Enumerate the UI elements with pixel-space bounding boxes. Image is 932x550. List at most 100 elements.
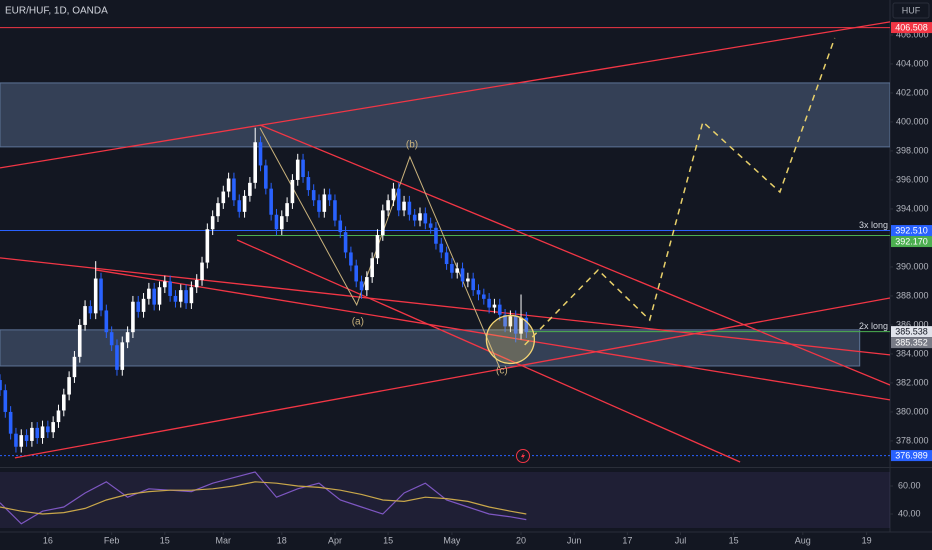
candle-body xyxy=(519,317,523,334)
candle-body xyxy=(258,142,263,166)
alert-bolt[interactable] xyxy=(521,452,525,460)
x-tick-label: 19 xyxy=(862,535,872,545)
candle-body xyxy=(253,142,257,183)
x-tick-label: Apr xyxy=(328,535,342,545)
candle-body xyxy=(248,182,252,196)
candle-body xyxy=(396,188,401,211)
candle-body xyxy=(99,278,103,311)
candle-body xyxy=(391,188,396,201)
main-pane: 3x long 2x long (a) (b) (c) xyxy=(0,21,890,463)
candle-body xyxy=(264,165,268,189)
candle-body xyxy=(104,310,109,333)
candle-body xyxy=(482,294,486,299)
candle-body xyxy=(93,278,98,314)
candle-body xyxy=(189,287,194,304)
candle-body xyxy=(402,201,406,211)
price-label-box xyxy=(891,236,932,248)
price-label: 385.352 xyxy=(895,338,928,348)
alert-icon[interactable] xyxy=(516,449,530,463)
candle-body xyxy=(434,227,438,244)
candle-body xyxy=(125,332,130,343)
candle-body xyxy=(306,177,311,191)
candle-body xyxy=(51,422,55,433)
rsi-pane xyxy=(0,471,890,529)
candle-body xyxy=(184,290,188,304)
x-tick-label: Feb xyxy=(104,535,120,545)
axes: 60.0040.00378.000380.000382.000384.00038… xyxy=(43,22,932,545)
rsi-band xyxy=(0,471,890,529)
candle-body xyxy=(88,306,93,314)
candle-body xyxy=(237,200,242,212)
candle-body xyxy=(285,203,289,217)
candle-body xyxy=(173,295,178,302)
candle-body xyxy=(178,290,183,302)
level-note: 3x long xyxy=(859,220,888,230)
candle-body xyxy=(232,178,236,201)
candle-body xyxy=(471,278,475,291)
price-label-box xyxy=(891,326,932,338)
y-tick-label: 402.000 xyxy=(896,87,929,97)
candle-body xyxy=(30,427,34,441)
candle-body xyxy=(136,301,141,312)
candle-body xyxy=(210,216,215,230)
candle-body xyxy=(109,332,114,346)
candle-body xyxy=(279,216,284,230)
candle-body xyxy=(524,317,529,333)
y-tick-label: 378.000 xyxy=(896,435,929,445)
candle-body xyxy=(327,194,332,201)
candle-body xyxy=(200,262,204,280)
y-tick-label: 384.000 xyxy=(896,348,929,358)
wave-label: (b) xyxy=(406,140,418,151)
x-tick-label: Aug xyxy=(795,535,811,545)
y-tick-label: 394.000 xyxy=(896,203,929,213)
x-tick-label: 16 xyxy=(43,535,53,545)
candle-body xyxy=(412,214,417,221)
candle-body xyxy=(67,377,71,395)
candle-body xyxy=(56,410,61,423)
x-tick-label: 17 xyxy=(622,535,632,545)
chart-title: EUR/HUF, 1D, OANDA xyxy=(5,6,108,17)
candle-body xyxy=(487,298,491,308)
rsi-ma-line xyxy=(0,481,527,515)
candle-body xyxy=(359,281,364,291)
candle-body xyxy=(131,301,135,333)
candle-body xyxy=(35,427,40,439)
price-label-box xyxy=(891,337,932,349)
candle-body xyxy=(513,316,518,334)
price-label-box xyxy=(891,450,932,462)
x-tick-label: Jun xyxy=(567,535,582,545)
y-tick-label: 406.000 xyxy=(896,29,929,39)
candle-body xyxy=(301,159,305,178)
price-label: 385.538 xyxy=(895,327,928,337)
candle-body xyxy=(428,223,433,228)
candle-body xyxy=(72,356,77,378)
currency-box[interactable] xyxy=(892,2,930,19)
candle-body xyxy=(152,288,156,305)
x-tick-label: 18 xyxy=(277,535,287,545)
x-tick-label: 20 xyxy=(516,535,526,545)
wave-label: (a) xyxy=(352,317,364,328)
candle-body xyxy=(370,258,374,278)
trendline xyxy=(14,297,890,459)
y-tick-label: 386.000 xyxy=(896,319,929,329)
candle-body xyxy=(141,298,146,312)
candle-body xyxy=(61,394,66,411)
candle-body xyxy=(497,304,502,315)
candle-body xyxy=(290,179,295,204)
price-label: 392.170 xyxy=(895,236,928,246)
candle-body xyxy=(120,342,125,370)
currency-label[interactable]: HUF xyxy=(902,5,921,15)
candle-body xyxy=(439,243,444,253)
candle-body xyxy=(450,264,454,273)
candle-body xyxy=(46,426,50,433)
candle-body xyxy=(24,435,29,441)
candle-body xyxy=(8,411,13,434)
rsi-line xyxy=(0,471,527,525)
candle-body xyxy=(19,435,24,447)
y-tick-label: 388.000 xyxy=(896,290,929,300)
trendline xyxy=(0,257,890,356)
y-tick-label: 398.000 xyxy=(896,145,929,155)
y-tick-label: 390.000 xyxy=(896,261,929,271)
